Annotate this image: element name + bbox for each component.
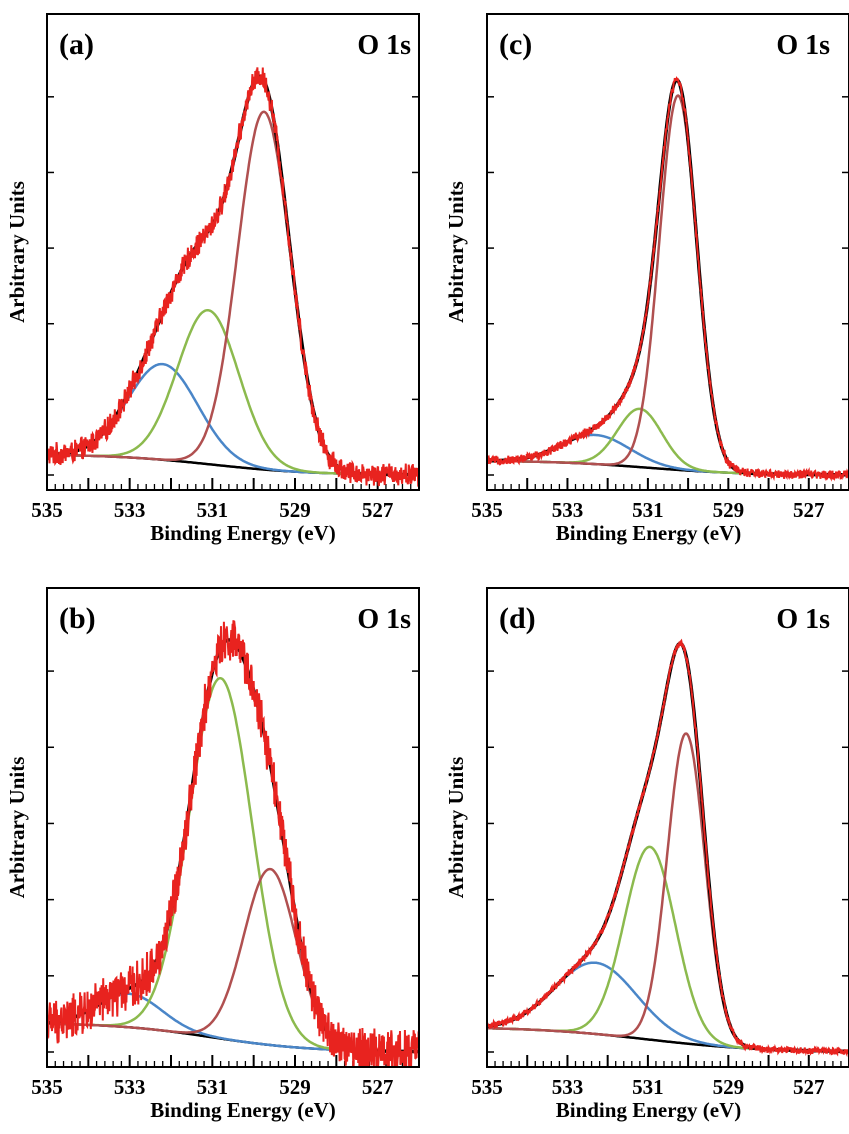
curves [488, 638, 848, 1058]
x-tick-label: 527 [793, 1075, 825, 1099]
plot-frame [486, 587, 849, 1068]
x-tick-label: 535 [471, 1075, 503, 1099]
x-tick-label: 531 [632, 498, 664, 522]
panel-2: 535 533 531 529 527 Binding Energy (eV) Arbitr… [444, 13, 849, 545]
element-label: O 1s [776, 30, 830, 61]
component-peak [48, 308, 418, 476]
x-tick-label: 535 [471, 498, 503, 522]
curves [48, 620, 418, 1066]
x-tick-label: 531 [632, 1075, 664, 1099]
x-tick-label: 535 [31, 1075, 63, 1099]
panel-label: (d) [499, 602, 536, 635]
component-peak [488, 961, 848, 1053]
plot-frame [46, 587, 420, 1068]
x-tick-label: 529 [713, 1075, 745, 1099]
panel-label: (b) [59, 602, 96, 635]
x-tick-label: 533 [552, 498, 584, 522]
data-trace [488, 638, 848, 1058]
x-tick-label: 535 [31, 498, 63, 522]
panel-3: 535 533 531 529 527 Binding Energy (eV) Arbitr… [444, 587, 849, 1122]
data-trace [48, 620, 418, 1066]
plot-frame [486, 13, 849, 491]
x-tick-label: 529 [713, 498, 745, 522]
element-label: O 1s [776, 604, 830, 635]
y-ticks [487, 670, 849, 1053]
x-axis-title: Binding Energy (eV) [556, 521, 742, 545]
x-tick-label: 527 [793, 498, 825, 522]
x-tick-label: 529 [279, 498, 311, 522]
component-peak [488, 94, 848, 477]
panel-0: 535 533 531 529 527 Binding Energy (eV) Arbitr… [5, 13, 420, 545]
x-axis-title: Binding Energy (eV) [150, 1098, 336, 1122]
x-ticks [46, 478, 420, 490]
x-tick-label: 529 [279, 1075, 311, 1099]
panel-1: 535 533 531 529 527 Binding Energy (eV) Arbitr… [5, 587, 420, 1122]
x-tick-label: 531 [197, 1075, 229, 1099]
y-axis-title: Arbitrary Units [5, 181, 29, 323]
x-ticks [486, 478, 849, 490]
data-trace [48, 67, 418, 487]
curves [48, 67, 418, 487]
x-tick-label: 533 [114, 1075, 146, 1099]
x-axis-title: Binding Energy (eV) [556, 1098, 742, 1122]
panel-label: (c) [499, 28, 532, 61]
component-peak [48, 362, 418, 476]
panels: 535 533 531 529 527 Binding Energy (eV) Arbitr… [5, 13, 849, 1122]
data-trace [488, 75, 848, 482]
x-tick-label: 531 [197, 498, 229, 522]
x-tick-label: 533 [552, 1075, 584, 1099]
x-axis-title: Binding Energy (eV) [150, 521, 336, 545]
x-tick-label: 533 [114, 498, 146, 522]
fit-envelope [48, 74, 418, 477]
curves [488, 75, 848, 482]
y-axis-title: Arbitrary Units [444, 181, 468, 323]
component-peak [488, 845, 848, 1053]
y-axis-title: Arbitrary Units [444, 757, 468, 899]
y-axis-title: Arbitrary Units [5, 757, 29, 899]
element-label: O 1s [357, 604, 411, 635]
x-tick-label: 527 [362, 1075, 394, 1099]
element-label: O 1s [357, 30, 411, 61]
panel-label: (a) [59, 28, 94, 61]
x-ticks [486, 1055, 849, 1067]
x-tick-label: 527 [362, 498, 394, 522]
plot-frame [46, 13, 420, 491]
